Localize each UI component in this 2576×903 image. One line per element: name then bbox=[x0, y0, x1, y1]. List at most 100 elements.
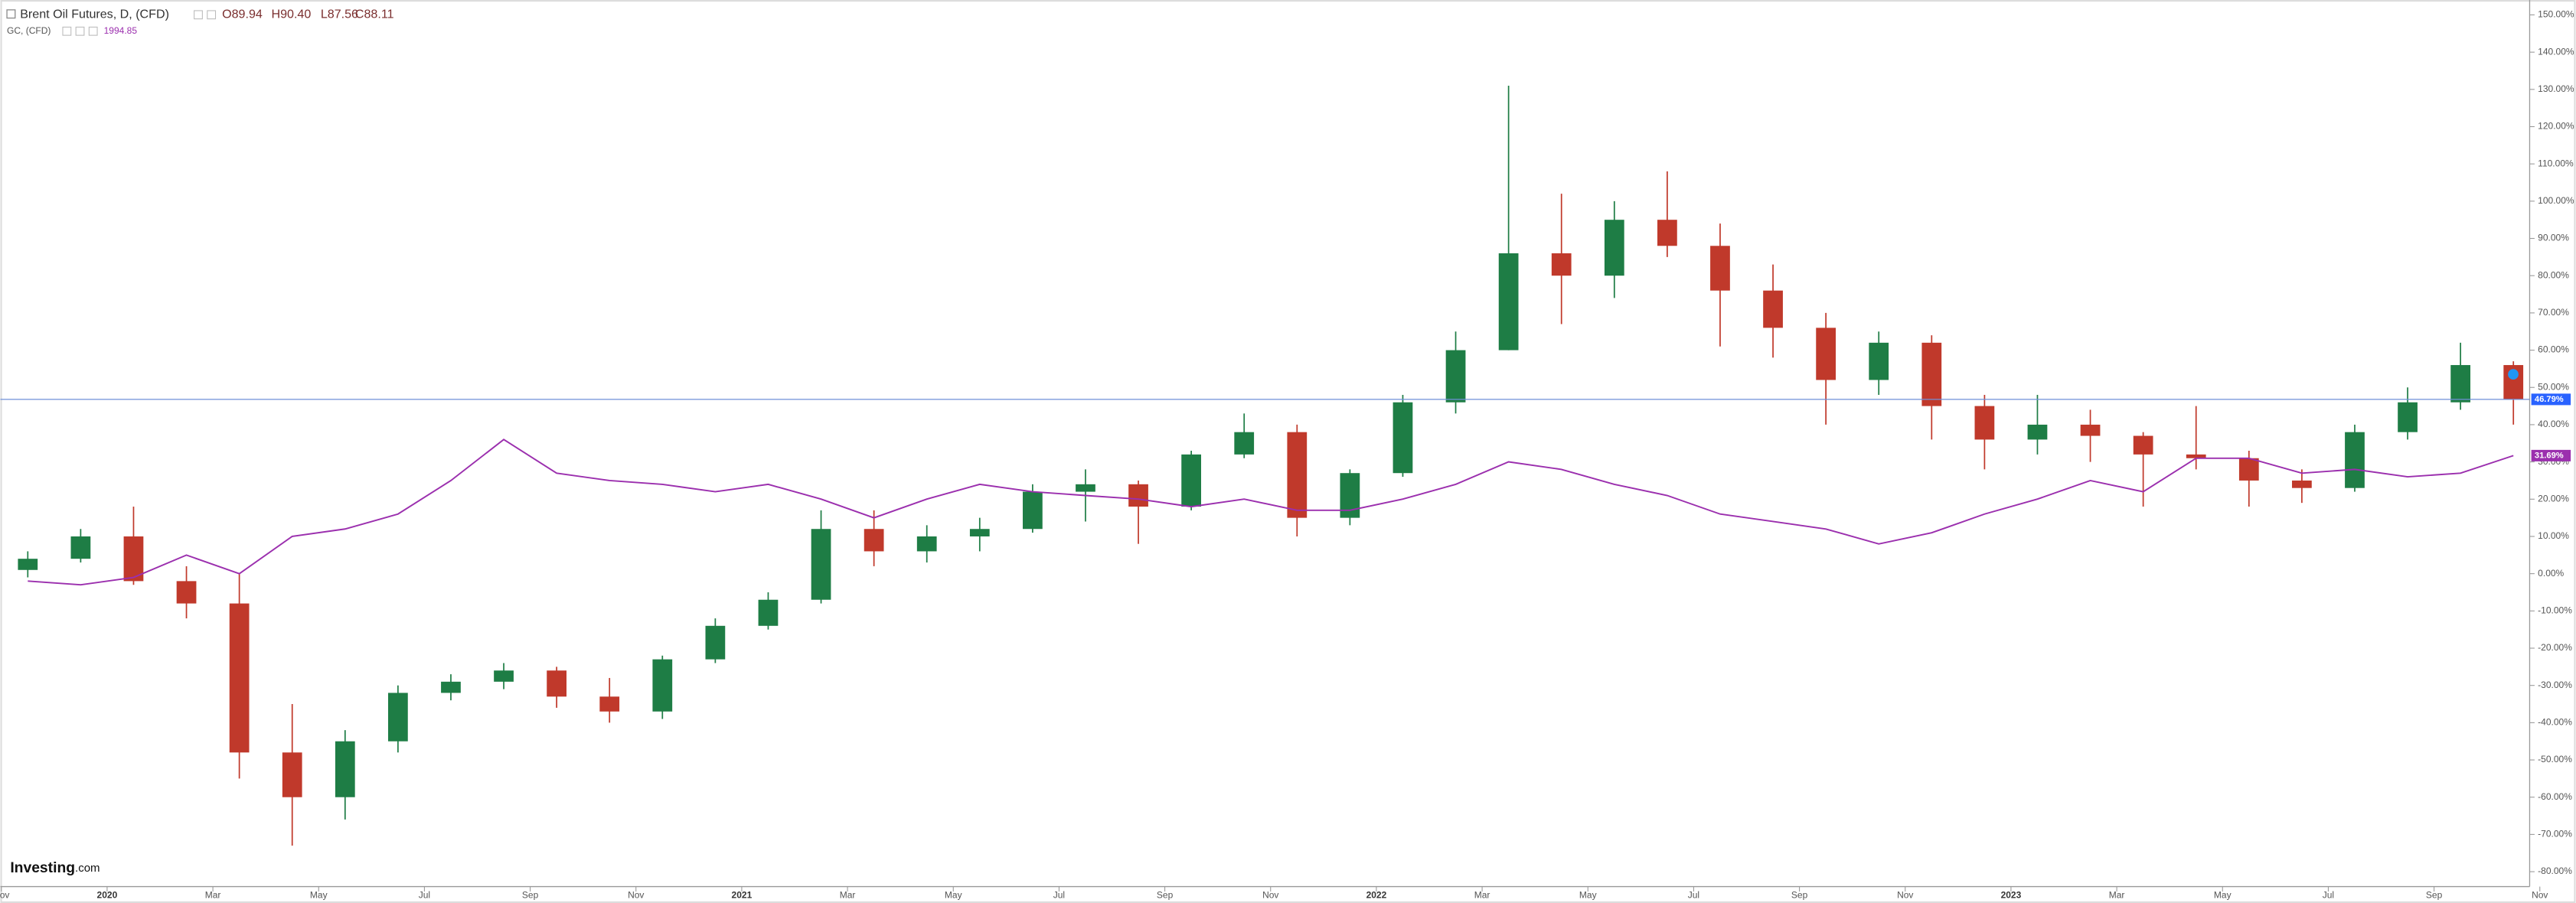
candle-body bbox=[282, 752, 302, 797]
candle-body bbox=[2398, 402, 2418, 432]
last-value-box bbox=[2531, 449, 2571, 461]
logo-suffix: .com bbox=[75, 862, 100, 875]
low-value: L87.56 bbox=[321, 8, 358, 21]
x-tick-label: Sep bbox=[2426, 890, 2443, 901]
x-tick-label: Jul bbox=[419, 890, 430, 901]
symbol-title: Brent Oil Futures, D, (CFD) bbox=[20, 8, 169, 21]
candle-body bbox=[969, 529, 990, 536]
y-tick-label: -80.00% bbox=[2538, 866, 2572, 876]
x-tick-label: Sep bbox=[522, 890, 539, 901]
candle-body bbox=[2133, 435, 2153, 455]
candle-body bbox=[599, 696, 620, 712]
candle-body bbox=[229, 603, 250, 753]
x-tick-label: Sep bbox=[1791, 890, 1808, 901]
candle-body bbox=[1657, 220, 1677, 246]
candle-body bbox=[1921, 342, 1942, 406]
compare-title: GC, (CFD) bbox=[7, 25, 51, 36]
candle-body bbox=[1604, 220, 1624, 276]
y-tick-label: -30.00% bbox=[2538, 680, 2572, 690]
x-tick-label: Jul bbox=[1688, 890, 1699, 901]
candle-body bbox=[705, 625, 726, 660]
x-tick-label: May bbox=[1579, 890, 1597, 901]
candle-body bbox=[916, 536, 937, 552]
candle-body bbox=[1710, 246, 1730, 291]
candle-body bbox=[1551, 253, 1572, 276]
y-tick-label: 50.00% bbox=[2538, 381, 2569, 392]
y-tick-label: 60.00% bbox=[2538, 344, 2569, 355]
y-tick-label: -20.00% bbox=[2538, 642, 2572, 653]
candle-body bbox=[2345, 432, 2365, 488]
candle-body bbox=[547, 670, 567, 697]
candle-body bbox=[2080, 424, 2101, 436]
x-tick-label: Nov bbox=[2532, 890, 2548, 901]
candle-body bbox=[2238, 458, 2259, 481]
candle-body bbox=[652, 659, 673, 712]
collapse-icon[interactable] bbox=[6, 9, 16, 19]
candle-body bbox=[70, 536, 91, 559]
x-tick-label: 2020 bbox=[97, 890, 118, 901]
logo: Investing.com bbox=[10, 860, 100, 876]
y-tick-label: 100.00% bbox=[2538, 195, 2574, 206]
y-tick-label: 140.00% bbox=[2538, 46, 2574, 57]
y-tick-label: 110.00% bbox=[2538, 158, 2574, 168]
x-tick-label: Sep bbox=[1157, 890, 1174, 901]
candle-body bbox=[2450, 365, 2471, 403]
candle-body bbox=[494, 670, 514, 682]
close-value: C88.11 bbox=[355, 8, 394, 21]
x-tick-label: 2022 bbox=[1366, 890, 1387, 901]
x-tick-label: 2021 bbox=[732, 890, 753, 901]
last-value-label: 31.69% bbox=[2535, 451, 2564, 460]
y-tick-label: 40.00% bbox=[2538, 419, 2569, 429]
candle-body bbox=[1445, 350, 1466, 403]
open-value: O89.94 bbox=[222, 8, 263, 21]
x-tick-label: Mar bbox=[1474, 890, 1490, 901]
candle-body bbox=[758, 599, 779, 626]
x-tick-label: May bbox=[945, 890, 962, 901]
logo-main: Investing bbox=[10, 860, 75, 876]
x-tick-label: Jul bbox=[2323, 890, 2334, 901]
settings-icon[interactable] bbox=[194, 10, 203, 20]
x-tick-label: 2023 bbox=[2001, 890, 2022, 901]
high-value: H90.40 bbox=[271, 8, 311, 21]
y-tick-label: -60.00% bbox=[2538, 791, 2572, 802]
candle-body bbox=[1340, 473, 1360, 518]
last-price-box bbox=[2531, 393, 2571, 406]
x-tick-label: Nov bbox=[1262, 890, 1278, 901]
compare-icon[interactable] bbox=[62, 26, 72, 36]
compare-icon[interactable] bbox=[75, 26, 85, 36]
x-tick-label: May bbox=[2214, 890, 2232, 901]
y-tick-label: 90.00% bbox=[2538, 233, 2569, 243]
x-tick-label: May bbox=[310, 890, 328, 901]
candle-body bbox=[1974, 406, 1995, 440]
x-tick-label: Mar bbox=[840, 890, 856, 901]
x-tick-label: Nov bbox=[1897, 890, 1913, 901]
y-tick-label: -50.00% bbox=[2538, 754, 2572, 764]
candle-body bbox=[1816, 328, 1837, 380]
y-tick-label: 10.00% bbox=[2538, 530, 2569, 541]
y-tick-label: 120.00% bbox=[2538, 121, 2574, 132]
y-tick-label: 20.00% bbox=[2538, 493, 2569, 504]
close-icon[interactable] bbox=[207, 10, 217, 20]
compare-icon[interactable] bbox=[88, 26, 98, 36]
x-tick-label: Nov bbox=[0, 890, 9, 901]
candle-body bbox=[1023, 491, 1043, 530]
candle-body bbox=[123, 536, 144, 582]
x-tick-label: Nov bbox=[628, 890, 644, 901]
candle-body bbox=[441, 681, 461, 693]
candle-body bbox=[1234, 432, 1255, 455]
compare-value: 1994.85 bbox=[104, 25, 138, 36]
candle-body bbox=[2027, 424, 2048, 440]
candle-body bbox=[1763, 290, 1783, 328]
y-tick-label: -10.00% bbox=[2538, 605, 2572, 615]
y-tick-label: 0.00% bbox=[2538, 568, 2564, 579]
gold-line bbox=[28, 438, 2514, 586]
candle-body bbox=[388, 693, 408, 742]
candle-body bbox=[1076, 484, 1095, 492]
candle-body bbox=[2186, 454, 2206, 458]
x-tick-label: Mar bbox=[2109, 890, 2125, 901]
candle-body bbox=[811, 529, 831, 600]
candle-body bbox=[1287, 432, 1308, 518]
candle-body bbox=[18, 559, 38, 570]
candle-body bbox=[1128, 484, 1148, 507]
